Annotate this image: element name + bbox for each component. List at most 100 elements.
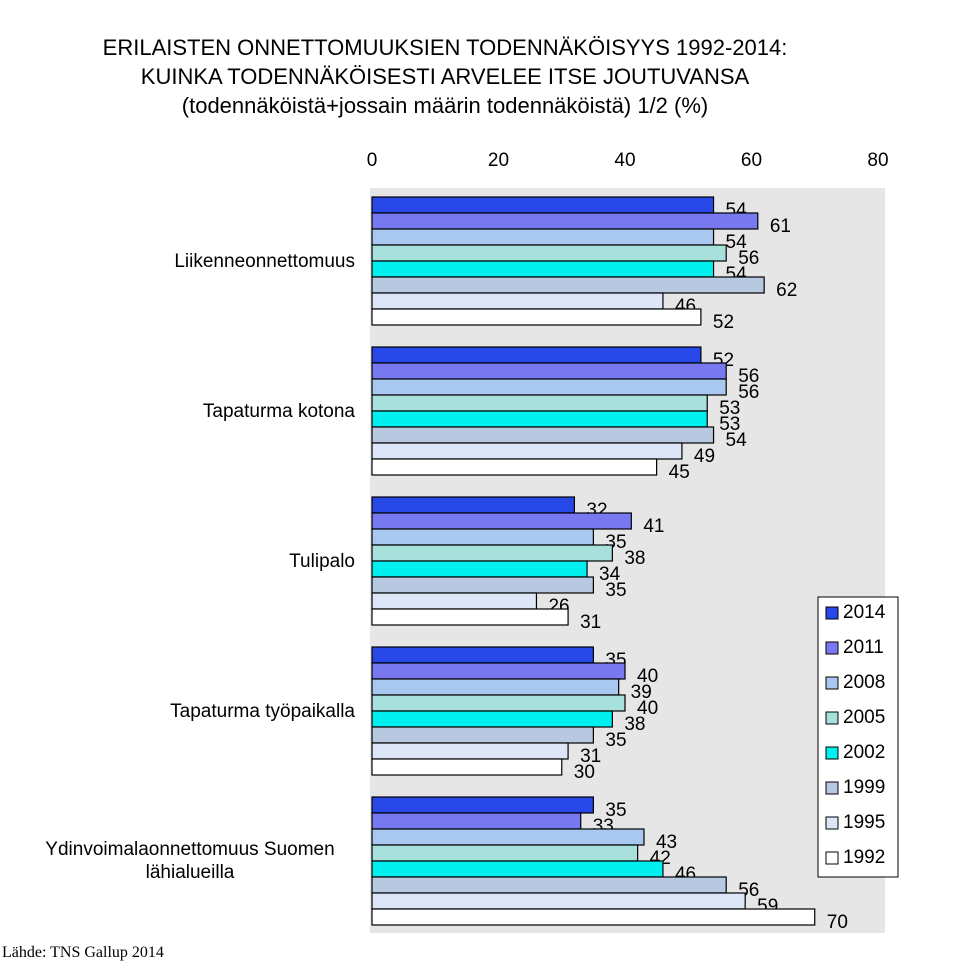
legend-swatch [825, 641, 839, 655]
legend-swatch [825, 711, 839, 725]
bar [371, 758, 563, 776]
data-label: 40 [637, 666, 658, 687]
category-label: Liikenneonnettomuus [15, 250, 355, 273]
bar [371, 196, 715, 214]
legend-label: 1999 [843, 777, 885, 798]
bar [371, 260, 715, 278]
data-label: 34 [599, 564, 621, 585]
bar [371, 378, 727, 396]
bar [371, 592, 538, 610]
bar [371, 860, 664, 878]
bar [371, 678, 620, 696]
data-label: 30 [574, 762, 595, 783]
bar [371, 442, 683, 460]
legend-label: 2008 [843, 672, 885, 693]
x-tick-label: 20 [488, 150, 509, 171]
bar [371, 560, 588, 578]
category-text: Tulipalo [289, 550, 355, 572]
bar [371, 828, 645, 846]
category-text: Ydinvoimalaonnettomuus Suomen lähialueil… [45, 839, 335, 883]
data-label: 35 [605, 800, 626, 821]
data-label: 53 [719, 414, 740, 435]
bar [371, 694, 626, 712]
legend-swatch [825, 851, 839, 865]
legend-label: 1995 [843, 812, 885, 833]
data-label: 52 [713, 312, 734, 333]
legend-label: 2005 [843, 707, 885, 728]
legend-swatch [825, 606, 839, 620]
chart-subtitle: (todennäköistä+jossain määrin todennäköi… [181, 93, 709, 118]
data-label: 49 [694, 446, 715, 467]
legend-swatch [825, 676, 839, 690]
bar [371, 276, 765, 294]
data-label: 70 [827, 912, 848, 933]
data-label: 39 [631, 682, 652, 703]
data-label: 56 [738, 382, 759, 403]
bar [371, 228, 715, 246]
data-label: 31 [580, 746, 601, 767]
data-label: 54 [726, 430, 748, 451]
bar [371, 892, 746, 910]
bar [371, 244, 727, 262]
data-label: 43 [656, 832, 677, 853]
bar [371, 458, 658, 476]
x-tick-label: 60 [741, 150, 762, 171]
legend-swatch [825, 816, 839, 830]
bar [371, 512, 632, 530]
data-label: 62 [776, 280, 797, 301]
bar [371, 576, 594, 594]
data-label: 38 [624, 714, 645, 735]
data-label: 61 [770, 216, 791, 237]
legend-swatch [825, 746, 839, 760]
bar [371, 742, 569, 760]
data-label: 31 [580, 612, 601, 633]
category-label: Tapaturma kotona [15, 400, 355, 423]
chart-title: ERILAISTEN ONNETTOMUUKSIEN TODENNÄKÖISYY… [102, 35, 788, 89]
bar [371, 394, 708, 412]
bar [371, 662, 626, 680]
x-tick-label: 40 [614, 150, 635, 171]
bar [371, 212, 759, 230]
x-tick-label: 0 [367, 150, 378, 171]
bar [371, 346, 702, 364]
category-text: Tapaturma kotona [202, 400, 355, 422]
bar [371, 796, 594, 814]
bar [371, 362, 727, 380]
data-label: 35 [605, 580, 626, 601]
data-label: 35 [605, 730, 626, 751]
legend-label: 2014 [843, 602, 886, 623]
data-label: 45 [669, 462, 690, 483]
bar [371, 710, 613, 728]
bar [371, 844, 639, 862]
data-label: 40 [637, 698, 658, 719]
data-label: 56 [738, 366, 759, 387]
bar [371, 292, 664, 310]
bar [371, 544, 613, 562]
bar [371, 646, 594, 664]
category-label: Ydinvoimalaonnettomuus Suomen lähialueil… [15, 838, 355, 884]
data-label: 54 [726, 232, 748, 253]
source: Lähde: TNS Gallup 2014 [2, 944, 164, 961]
category-text: Tapaturma työpaikalla [170, 700, 355, 722]
legend-swatch [825, 781, 839, 795]
bar [371, 410, 708, 428]
category-text: Liikenneonnettomuus [174, 250, 355, 272]
data-label: 56 [738, 248, 759, 269]
bar [371, 308, 702, 326]
bar [371, 528, 594, 546]
bar [371, 496, 575, 514]
bar [371, 812, 582, 830]
bar [371, 876, 727, 894]
bar [371, 908, 816, 926]
x-tick-label: 80 [867, 150, 888, 171]
legend-label: 2002 [843, 742, 885, 763]
data-label: 53 [719, 398, 740, 419]
category-label: Tulipalo [15, 550, 355, 573]
bar [371, 426, 715, 444]
legend-label: 2011 [843, 637, 884, 658]
category-label: Tapaturma työpaikalla [15, 700, 355, 723]
bar [371, 726, 594, 744]
bar [371, 608, 569, 626]
